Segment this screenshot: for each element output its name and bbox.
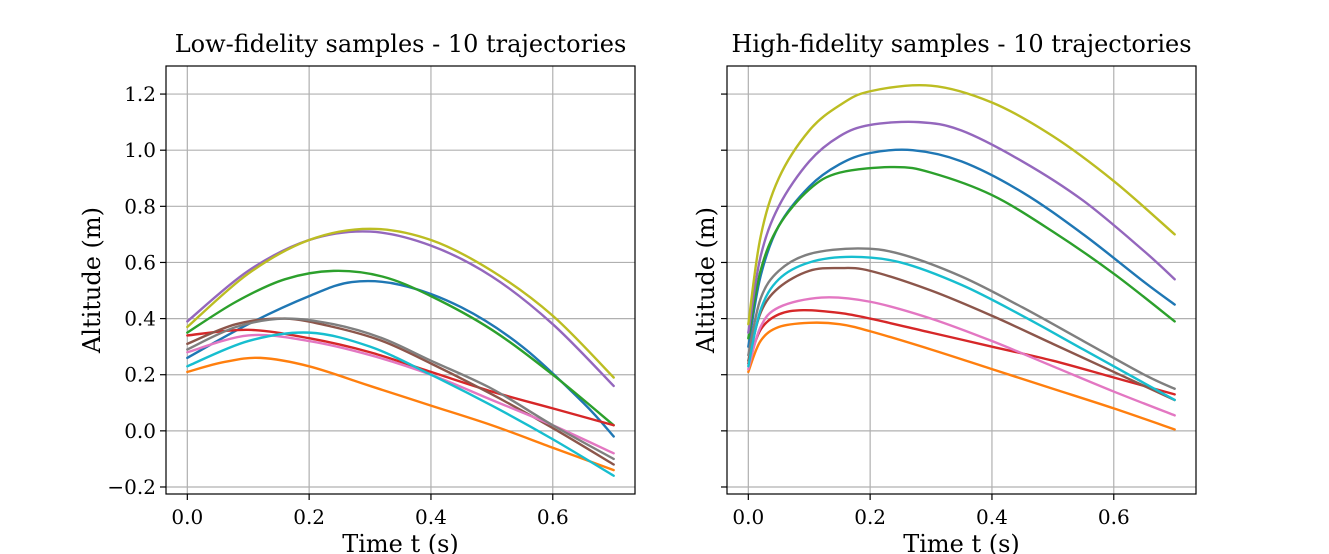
low-y-tick-label: −0.2 bbox=[107, 475, 156, 499]
low-chart-title: Low-fidelity samples - 10 trajectories bbox=[175, 30, 627, 58]
low-series-line-4 bbox=[186, 328, 615, 427]
low-fidelity-panel: 0.0 0.2 0.4 0.6 −0.2 0.0 0.2 0.4 0.6 0.8 1.0 1.2 Low… bbox=[78, 30, 636, 554]
high-series-line-3 bbox=[747, 165, 1176, 340]
low-x-tick-label: 0.0 bbox=[171, 505, 203, 529]
low-series-line-10 bbox=[186, 331, 615, 477]
high-x-tick-label: 0.0 bbox=[732, 505, 764, 529]
high-series-line-7 bbox=[747, 296, 1176, 417]
low-series-line-5 bbox=[186, 230, 615, 388]
high-x-tick-label: 0.4 bbox=[976, 505, 1008, 529]
high-series-group bbox=[747, 84, 1176, 431]
high-x-axis-label: Time t (s) bbox=[903, 530, 1020, 554]
high-series-line-5 bbox=[747, 120, 1176, 334]
low-axes-frame bbox=[165, 65, 636, 495]
low-y-tick-label: 0.2 bbox=[124, 363, 156, 387]
low-y-tick-label: 0.0 bbox=[124, 419, 156, 443]
high-series-line-10 bbox=[747, 255, 1176, 402]
low-y-tick-label: 0.8 bbox=[124, 194, 156, 218]
high-chart-title: High-fidelity samples - 10 trajectories bbox=[731, 30, 1191, 58]
high-y-axis-label: Altitude (m) bbox=[692, 207, 720, 354]
low-y-tick-label: 1.0 bbox=[124, 138, 156, 162]
low-y-tick-label: 0.4 bbox=[124, 307, 156, 331]
low-x-tick-label: 0.4 bbox=[415, 505, 447, 529]
high-axes-frame bbox=[726, 65, 1197, 495]
low-series-group bbox=[186, 227, 615, 477]
low-series-line-8 bbox=[186, 317, 615, 461]
high-x-tick-label: 0.2 bbox=[854, 505, 886, 529]
low-series-line-2 bbox=[186, 356, 615, 472]
low-series-line-3 bbox=[186, 269, 615, 427]
low-x-tick-label: 0.2 bbox=[293, 505, 325, 529]
high-series-line-2 bbox=[747, 321, 1176, 431]
high-series-line-9 bbox=[747, 84, 1176, 326]
low-series-line-7 bbox=[186, 333, 615, 455]
high-series-line-4 bbox=[747, 308, 1176, 396]
high-series-line-6 bbox=[747, 266, 1176, 402]
low-y-tick-label: 0.6 bbox=[124, 250, 156, 274]
low-x-axis-label: Time t (s) bbox=[342, 530, 459, 554]
low-y-axis-label: Altitude (m) bbox=[78, 207, 106, 354]
high-fidelity-panel: 0.0 0.2 0.4 0.6 High-fidelity samples - 10 t… bbox=[692, 30, 1197, 554]
high-x-tick-label: 0.6 bbox=[1098, 505, 1130, 529]
low-y-tick-label: 1.2 bbox=[124, 82, 156, 106]
low-x-tick-label: 0.6 bbox=[537, 505, 569, 529]
high-series-line-8 bbox=[747, 247, 1176, 390]
low-series-line-9 bbox=[186, 227, 615, 379]
